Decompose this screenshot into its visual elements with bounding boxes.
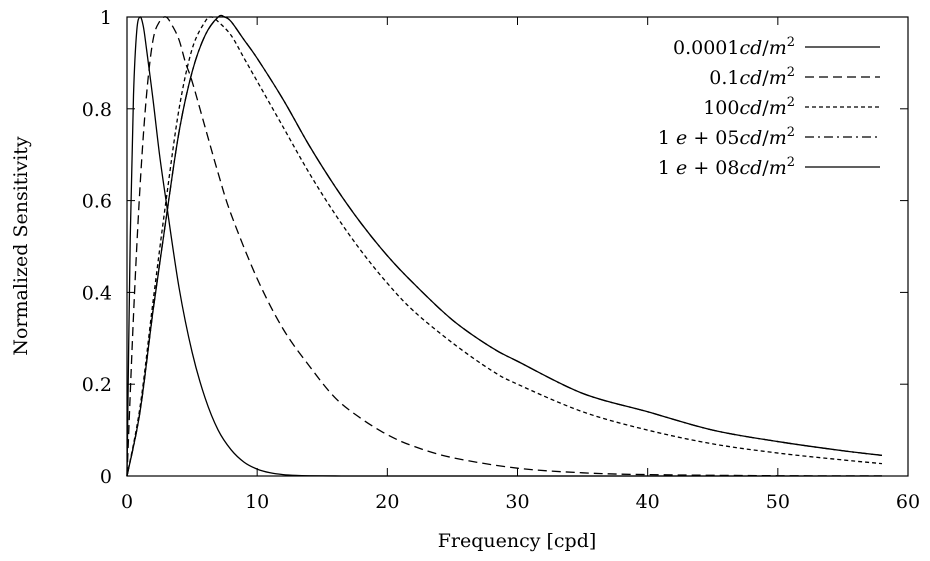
x-tick-label: 10 — [245, 491, 269, 513]
legend-label-2: 0.1cd/m2 — [709, 65, 795, 89]
legend-label-3: 100cd/m2 — [703, 95, 795, 119]
x-tick-label: 40 — [636, 491, 660, 513]
x-tick-label: 0 — [121, 491, 133, 513]
series-line-5 — [126, 14, 883, 477]
y-tick-label: 0.8 — [82, 99, 112, 121]
series-line-3 — [126, 16, 883, 477]
x-tick-labels: 0 10 20 30 40 50 60 — [121, 491, 920, 513]
y-tick-label: 0.6 — [82, 191, 112, 213]
x-tick-label: 50 — [766, 491, 790, 513]
series-line-1 — [126, 16, 882, 477]
series-lines — [126, 14, 883, 477]
legend-label-1: 0.0001cd/m2 — [673, 35, 795, 59]
legend: 0.0001cd/m2 0.1cd/m2 100cd/m2 1 e + 05cd/m2… — [658, 35, 880, 179]
y-axis-title: Normalized Sensitivity — [10, 136, 32, 356]
x-tick-label: 20 — [375, 491, 399, 513]
y-tick-label: 0 — [100, 466, 112, 488]
y-tick-label: 1 — [100, 7, 112, 29]
legend-label-5: 1 e + 08cd/m2 — [658, 155, 795, 179]
y-tick-label: 0.2 — [82, 374, 112, 396]
x-tick-label: 60 — [896, 491, 920, 513]
legend-label-4: 1 e + 05cd/m2 — [658, 125, 795, 149]
x-tick-label: 30 — [505, 491, 529, 513]
x-axis-title: Frequency [cpd] — [438, 530, 597, 552]
y-tick-labels: 0 0.2 0.4 0.6 0.8 1 — [82, 7, 112, 488]
series-line-2 — [126, 16, 882, 477]
y-tick-label: 0.4 — [82, 282, 112, 304]
